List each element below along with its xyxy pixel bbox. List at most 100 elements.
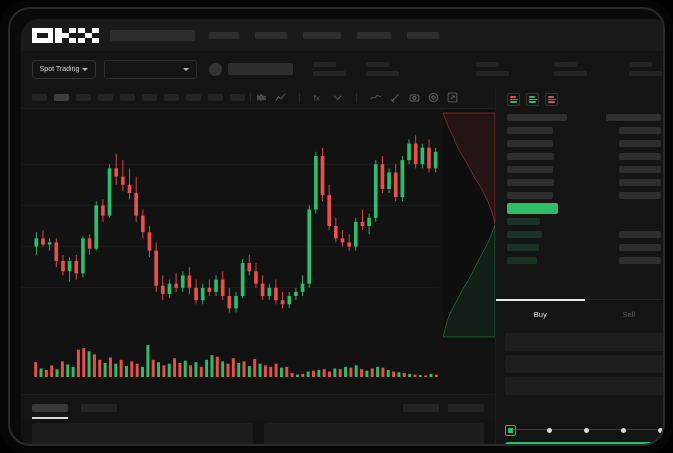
ask-price bbox=[507, 179, 554, 186]
bottom-tab-label bbox=[32, 403, 68, 412]
ask-price bbox=[507, 166, 553, 173]
orderbook-ask-row[interactable] bbox=[507, 178, 661, 187]
stepper-node-0[interactable] bbox=[505, 424, 516, 436]
timeframe-6[interactable] bbox=[164, 94, 179, 101]
chart-panel[interactable] bbox=[21, 109, 495, 394]
timeframe-3[interactable] bbox=[98, 94, 113, 101]
orderbook-mode-both-icon[interactable] bbox=[507, 93, 520, 106]
trend-line-icon[interactable] bbox=[370, 92, 382, 103]
nav-item-2[interactable] bbox=[303, 31, 341, 39]
nav-item-3[interactable] bbox=[357, 31, 391, 39]
camera-icon[interactable] bbox=[409, 92, 420, 103]
trading-mode-label: Spot Trading bbox=[39, 65, 80, 73]
orderbook-mode-asks-only-icon[interactable] bbox=[545, 93, 558, 106]
submit-order-button[interactable] bbox=[505, 442, 663, 444]
orderbook-ask-row[interactable] bbox=[507, 165, 661, 174]
stepper-node-1[interactable] bbox=[547, 427, 552, 433]
trading-mode-select[interactable]: Spot Trading bbox=[32, 59, 96, 79]
tab-buy-label: Buy bbox=[533, 310, 547, 319]
stat-value bbox=[313, 71, 346, 76]
ask-size bbox=[619, 179, 661, 186]
stat-label bbox=[476, 62, 499, 67]
settings-icon[interactable] bbox=[428, 92, 439, 103]
toolbar-divider bbox=[250, 92, 251, 103]
orderbook-ask-row[interactable] bbox=[507, 139, 661, 148]
timeframe-group bbox=[32, 94, 245, 101]
stat-label bbox=[554, 62, 577, 67]
amount-field[interactable] bbox=[505, 355, 663, 373]
line-type-icon[interactable] bbox=[275, 92, 286, 103]
timeframe-2[interactable] bbox=[76, 94, 91, 101]
toolbar-divider bbox=[299, 92, 300, 103]
orderbook-bid-row[interactable] bbox=[507, 256, 661, 265]
timeframe-5[interactable] bbox=[142, 94, 157, 101]
compare-icon[interactable] bbox=[332, 92, 343, 103]
tab-sell[interactable]: Sell bbox=[585, 300, 664, 329]
depth-chart-overlay bbox=[443, 109, 495, 341]
bid-size bbox=[619, 218, 661, 225]
svg-text:fx: fx bbox=[314, 93, 320, 102]
orderbook-ask-row[interactable] bbox=[507, 126, 661, 135]
timeframe-9[interactable] bbox=[230, 94, 245, 101]
header-nav bbox=[209, 31, 439, 39]
bottom-action-0[interactable] bbox=[403, 403, 439, 412]
stepper-node-4[interactable] bbox=[658, 427, 663, 433]
orderbook-header bbox=[507, 113, 661, 122]
amount-percent-stepper[interactable] bbox=[505, 423, 663, 437]
nav-item-0[interactable] bbox=[209, 31, 239, 39]
timeframe-7[interactable] bbox=[186, 94, 201, 101]
ask-price bbox=[507, 192, 553, 199]
ask-size bbox=[619, 153, 661, 160]
bottom-tab-0[interactable] bbox=[32, 403, 68, 419]
tab-sell-label: Sell bbox=[622, 310, 635, 319]
candlestick-chart[interactable] bbox=[21, 109, 495, 341]
stat-label bbox=[629, 62, 652, 67]
stat-label bbox=[366, 62, 389, 67]
orderbook-bid-row[interactable] bbox=[507, 230, 661, 239]
timeframe-1[interactable] bbox=[54, 94, 69, 101]
app-window: Spot Trading bbox=[21, 19, 664, 444]
nav-item-1[interactable] bbox=[255, 31, 287, 39]
stepper-node-2[interactable] bbox=[584, 427, 589, 433]
orderbook[interactable] bbox=[496, 111, 663, 265]
orderbook-size-header bbox=[606, 114, 661, 121]
price-field[interactable] bbox=[505, 333, 663, 351]
timeframe-0[interactable] bbox=[32, 94, 47, 101]
coin-avatar bbox=[209, 62, 222, 76]
stepper-active-handle[interactable] bbox=[505, 424, 516, 436]
candlestick-type-icon[interactable] bbox=[256, 92, 267, 103]
orderbook-spread-row[interactable] bbox=[507, 203, 661, 214]
indicators-icon[interactable]: fx bbox=[313, 92, 324, 103]
orderbook-mode-bids-only-icon[interactable] bbox=[526, 93, 539, 106]
order-history-panel[interactable] bbox=[263, 423, 484, 444]
okx-logo[interactable] bbox=[32, 27, 99, 43]
fullscreen-icon[interactable] bbox=[447, 92, 458, 103]
toolbar-divider bbox=[356, 92, 357, 103]
bottom-tab-1[interactable] bbox=[81, 403, 117, 412]
stat-value bbox=[366, 71, 399, 76]
orderbook-ask-row[interactable] bbox=[507, 191, 661, 200]
orderbook-bid-row[interactable] bbox=[507, 217, 661, 226]
bid-price bbox=[507, 218, 540, 225]
nav-item-4[interactable] bbox=[407, 31, 439, 39]
right-sidebar: Buy Sell bbox=[495, 87, 664, 444]
bid-price bbox=[507, 257, 537, 264]
top-header bbox=[21, 19, 663, 51]
total-field[interactable] bbox=[505, 377, 663, 395]
open-orders-panel[interactable] bbox=[32, 423, 253, 444]
orderbook-bid-row[interactable] bbox=[507, 243, 661, 252]
search-input[interactable] bbox=[110, 29, 195, 41]
timeframe-4[interactable] bbox=[120, 94, 135, 101]
chart-tools: fx bbox=[256, 92, 458, 103]
timeframe-8[interactable] bbox=[208, 94, 223, 101]
stepper-node-3[interactable] bbox=[621, 427, 626, 433]
orderbook-ask-row[interactable] bbox=[507, 152, 661, 161]
pair-identity bbox=[209, 62, 293, 76]
tab-buy[interactable]: Buy bbox=[496, 299, 585, 329]
bottom-action-1[interactable] bbox=[448, 403, 484, 412]
brush-icon[interactable] bbox=[390, 92, 401, 103]
spread-size bbox=[619, 205, 661, 212]
orderbook-display-modes bbox=[496, 87, 663, 111]
ticker-stat-4 bbox=[629, 62, 662, 76]
pair-select[interactable] bbox=[104, 59, 197, 79]
